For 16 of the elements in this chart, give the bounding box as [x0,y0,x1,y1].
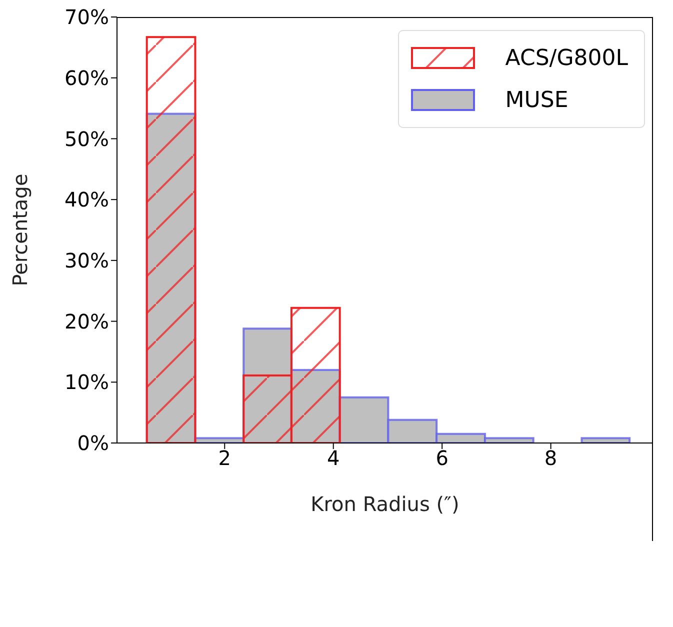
y-tick-label: 50% [64,126,109,151]
x-tick-label: 6 [436,446,448,470]
y-tick-label: 70% [64,5,109,30]
y-tick-label: 20% [64,309,109,334]
y-tick-label: 60% [64,66,109,90]
y-axis-title: Percentage [8,174,32,286]
x-tick-label: 4 [326,446,340,470]
legend-label: ACS/G800L [505,46,628,70]
y-tick-label: 0% [77,431,109,456]
y-tick-label: 30% [64,248,109,273]
legend-label: MUSE [505,88,568,112]
x-tick-label: 2 [218,446,231,470]
y-tick-label: 40% [64,188,109,212]
x-tick-label: 8 [544,446,558,470]
y-tick-label: 10% [64,370,109,394]
x-axis-title: Kron Radius (″) [310,492,460,516]
